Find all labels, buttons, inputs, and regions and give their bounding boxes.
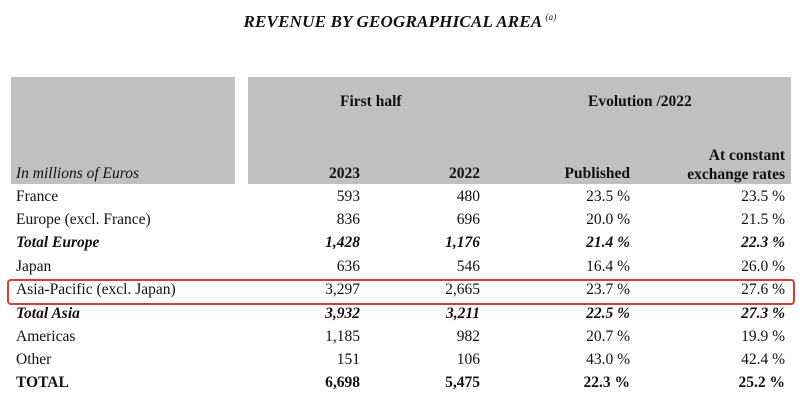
table-cell: 16.4 %: [586, 258, 630, 275]
table-cell: Other: [16, 351, 52, 368]
table-cell: Americas: [16, 328, 76, 345]
header-right-panel: [248, 77, 791, 184]
page-title: REVENUE BY GEOGRAPHICAL AREA (a): [243, 12, 557, 31]
table-cell: Total Asia: [16, 305, 80, 322]
table-row-total-asia: Total Asia 3,932 3,211 22.5 % 27.3 %: [0, 303, 800, 326]
table-row: Other 151 106 43.0 % 42.4 %: [0, 349, 800, 372]
table-cell: Asia-Pacific (excl. Japan): [16, 281, 176, 298]
col-2023-header: 2023: [329, 165, 360, 182]
table-row: France 593 480 23.5 % 23.5 %: [0, 186, 800, 209]
table-cell: Europe (excl. France): [16, 211, 151, 228]
table-cell: 696: [456, 211, 480, 228]
table-cell: 19.9 %: [741, 328, 785, 345]
table-cell: 3,932: [325, 305, 360, 322]
table-cell: Total Europe: [16, 234, 100, 251]
table-row-total-europe: Total Europe 1,428 1,176 21.4 % 22.3 %: [0, 232, 800, 255]
table-cell: 1,428: [325, 234, 360, 251]
table-cell: 27.3 %: [741, 305, 785, 322]
col-2022-header: 2022: [449, 165, 480, 182]
table-cell: 26.0 %: [741, 258, 785, 275]
constant-rates-header-line2: exchange rates: [687, 166, 785, 183]
table-cell: 546: [456, 258, 480, 275]
table-row-grand-total: TOTAL 6,698 5,475 22.3 % 25.2 %: [0, 372, 800, 395]
table-cell: 22.5 %: [586, 305, 630, 322]
table-cell: 593: [336, 188, 360, 205]
table-cell: 982: [456, 328, 480, 345]
table-cell: 21.5 %: [741, 211, 785, 228]
table-cell: 27.6 %: [741, 281, 785, 298]
table-cell: 20.0 %: [586, 211, 630, 228]
table-cell: 21.4 %: [586, 234, 630, 251]
table-cell: 23.7 %: [586, 281, 630, 298]
published-header: Published: [564, 165, 630, 182]
table-cell: 3,211: [445, 305, 480, 322]
table-cell: 3,297: [325, 281, 360, 298]
table-cell: 6,698: [325, 374, 360, 391]
table-row-highlighted: Asia-Pacific (excl. Japan) 3,297 2,665 23.7…: [0, 279, 800, 302]
table-row: Japan 636 546 16.4 % 26.0 %: [0, 256, 800, 279]
table-cell: 43.0 %: [586, 351, 630, 368]
table-cell: 23.5 %: [586, 188, 630, 205]
table-cell: 106: [456, 351, 480, 368]
constant-rates-header: At constant exchange rates: [687, 146, 785, 184]
title-footnote-marker: (a): [545, 12, 557, 23]
table-cell: 836: [336, 211, 360, 228]
evolution-header: Evolution /2022: [588, 93, 692, 110]
table-cell: 636: [336, 258, 360, 275]
header-left-panel: [11, 77, 235, 184]
table-cell: 23.5 %: [741, 188, 785, 205]
table-cell: 22.3 %: [741, 234, 785, 251]
table-cell: 2,665: [445, 281, 480, 298]
table-row: Americas 1,185 982 20.7 % 19.9 %: [0, 326, 800, 349]
highlight-box: [7, 279, 795, 305]
table-cell: 5,475: [445, 374, 480, 391]
table-cell: 22.3 %: [583, 374, 631, 391]
table-cell: 42.4 %: [741, 351, 785, 368]
unit-label: In millions of Euros: [16, 165, 140, 182]
first-half-header: First half: [340, 93, 402, 110]
table-row: Europe (excl. France) 836 696 20.0 % 21.5 %: [0, 209, 800, 232]
table-cell: 480: [456, 188, 480, 205]
table-cell: TOTAL: [16, 374, 69, 391]
table-cell: France: [16, 188, 59, 205]
table-cell: 1,185: [325, 328, 360, 345]
table-cell: 20.7 %: [586, 328, 630, 345]
constant-rates-header-line1: At constant: [708, 147, 785, 164]
table-cell: 151: [336, 351, 360, 368]
table-cell: 1,176: [445, 234, 480, 251]
table-cell: Japan: [16, 258, 52, 275]
table-cell: 25.2 %: [738, 374, 786, 391]
